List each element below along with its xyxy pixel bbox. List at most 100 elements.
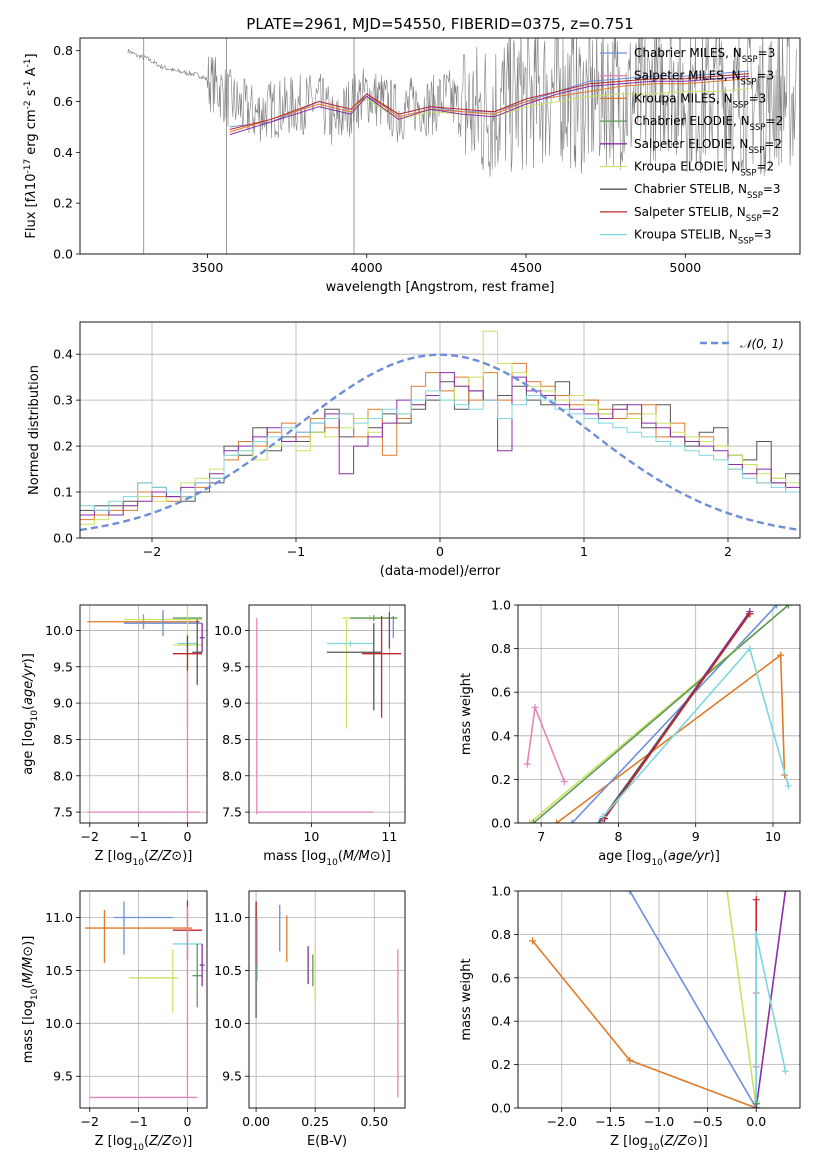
- y-tick-label: 0.2: [53, 196, 73, 211]
- y-tick-label: 1.0: [491, 598, 511, 613]
- y-axis-label: mass weight: [459, 958, 474, 1040]
- weight-marker: [781, 891, 789, 895]
- weight-marker: [568, 819, 576, 823]
- plot-area-mass-vs-EBV: [249, 891, 405, 1108]
- x-axis-label: (data-model)/error: [380, 564, 501, 579]
- x-tick-label: 4500: [510, 260, 542, 275]
- x-tick-label: 0.0: [746, 1114, 766, 1129]
- legend-entry: Salpeter STELIB, NSSP=2: [634, 205, 779, 224]
- y-tick-label: 9.0: [53, 696, 73, 711]
- legend-entry: Chabrier ELODIE, NSSP=2: [634, 114, 783, 133]
- axes-frame: [248, 890, 406, 1109]
- x-tick-label: −2.0: [547, 1114, 577, 1129]
- y-tick-label: 0.8: [491, 641, 511, 656]
- y-tick-label: 10.5: [45, 963, 73, 978]
- y-tick-label: 1.0: [491, 884, 511, 899]
- weight-marker: [723, 891, 731, 895]
- y-tick-label: 0.4: [53, 347, 73, 362]
- y-tick-label: 0.4: [53, 145, 73, 160]
- y-tick-label: 10.0: [214, 1016, 242, 1031]
- y-tick-label: 9.5: [53, 659, 73, 674]
- y-tick-label: 9.5: [53, 1069, 73, 1084]
- model-spectrum-line: [229, 73, 750, 130]
- y-tick-label: 0.4: [491, 728, 511, 743]
- plot-area-weight-vs-age: [518, 605, 800, 823]
- legend-entry: Kroupa STELIB, NSSP=3: [634, 228, 772, 247]
- y-tick-label: 0.6: [53, 94, 73, 109]
- x-tick-label: 0.00: [242, 1114, 270, 1129]
- weight-line: [526, 704, 566, 782]
- weight-marker: [626, 891, 634, 895]
- weight-line: [571, 605, 778, 823]
- axes-frame: [79, 37, 801, 255]
- axes-frame: [517, 890, 801, 1109]
- y-tick-label: 11.0: [45, 910, 73, 925]
- weight-marker: [777, 651, 785, 659]
- y-tick-label: 10.0: [45, 623, 73, 638]
- x-tick-label: −1.0: [644, 1114, 674, 1129]
- x-axis-label: Z [log10(Z/Z⊙)]: [95, 1134, 193, 1153]
- axes-frame: [79, 890, 208, 1109]
- y-tick-label: 0.3: [53, 393, 73, 408]
- y-tick-label: 9.5: [222, 1069, 242, 1084]
- weight-line: [531, 940, 757, 1108]
- x-tick-label: −2: [81, 1114, 99, 1129]
- x-axis-label: E(B-V): [307, 1134, 347, 1149]
- x-tick-label: 9: [692, 829, 700, 844]
- y-tick-label: 0.2: [491, 772, 511, 787]
- x-axis-label: Z [log10(Z/Z⊙)]: [95, 849, 193, 868]
- x-tick-label: 0: [436, 544, 444, 559]
- y-tick-label: 8.0: [222, 768, 242, 783]
- legend-entry: Kroupa MILES, NSSP=3: [634, 91, 766, 110]
- y-tick-label: 0.6: [491, 685, 511, 700]
- x-tick-label: 0.25: [301, 1114, 329, 1129]
- x-tick-label: −1: [287, 544, 305, 559]
- panel-mass-vs-Z: −2 −1 0 9.5 10.0 10.5 11.0 Z [log10(Z/Z⊙)] mass …: [21, 890, 208, 1153]
- weight-marker: [529, 819, 537, 823]
- x-axis-label: age [log10(age/yr)]: [598, 849, 720, 868]
- spectrum-data-line: [127, 38, 797, 177]
- weight-marker: [599, 812, 607, 820]
- weight-marker: [752, 896, 760, 904]
- plot-area-spectrum: [127, 38, 797, 254]
- x-tick-label: 8: [614, 829, 622, 844]
- x-tick-label: 0: [183, 829, 191, 844]
- legend-entry: Chabrier STELIB, NSSP=3: [634, 182, 781, 201]
- weight-marker: [626, 1056, 634, 1064]
- x-tick-label: 1: [580, 544, 588, 559]
- y-tick-label: 8.5: [222, 732, 242, 747]
- y-tick-label: 0.0: [491, 816, 511, 831]
- x-axis-label: Z [log10(Z/Z⊙)]: [610, 1134, 708, 1153]
- y-tick-label: 10.0: [214, 623, 242, 638]
- histogram-step: [80, 372, 800, 516]
- model-spectrum-line: [229, 75, 750, 136]
- weight-marker: [595, 819, 603, 823]
- histogram-step: [80, 390, 800, 511]
- y-tick-label: 7.5: [53, 805, 73, 820]
- x-tick-label: −1: [129, 829, 147, 844]
- x-tick-label: 5000: [669, 260, 701, 275]
- gaussian-curve: [80, 353, 800, 532]
- y-tick-label: 8.5: [53, 732, 73, 747]
- y-tick-label: 0.4: [491, 1014, 511, 1029]
- weight-marker: [773, 605, 781, 609]
- weight-marker: [523, 760, 531, 768]
- legend-entry: Kroupa ELODIE, NSSP=2: [634, 160, 774, 179]
- y-tick-label: 10.0: [45, 1016, 73, 1031]
- y-axis-label: Flux [fλ10-17 erg cm-2 s-1 A-1]: [23, 53, 39, 238]
- plot-area-age-vs-mass: [249, 605, 405, 823]
- x-tick-label: 10: [765, 829, 781, 844]
- weight-marker: [784, 782, 792, 790]
- x-tick-label: 0: [183, 1114, 191, 1129]
- x-tick-label: −2: [143, 544, 161, 559]
- weight-marker: [784, 605, 792, 609]
- legend-entry: Salpeter ELODIE, NSSP=2: [634, 137, 782, 156]
- weight-marker: [746, 645, 754, 653]
- y-tick-label: 10.5: [214, 963, 242, 978]
- figure-title: PLATE=2961, MJD=54550, FIBERID=0375, z=0…: [246, 15, 633, 33]
- y-tick-label: 0.6: [491, 970, 511, 985]
- panel-weight-vs-age: 7 8 9 10 0.0 0.2 0.4 0.6 0.8 1.0 age [log10(age/yr…: [459, 598, 801, 868]
- plot-area-age-vs-Z: [80, 605, 207, 823]
- x-tick-label: 4000: [351, 260, 383, 275]
- histogram-step: [80, 330, 800, 525]
